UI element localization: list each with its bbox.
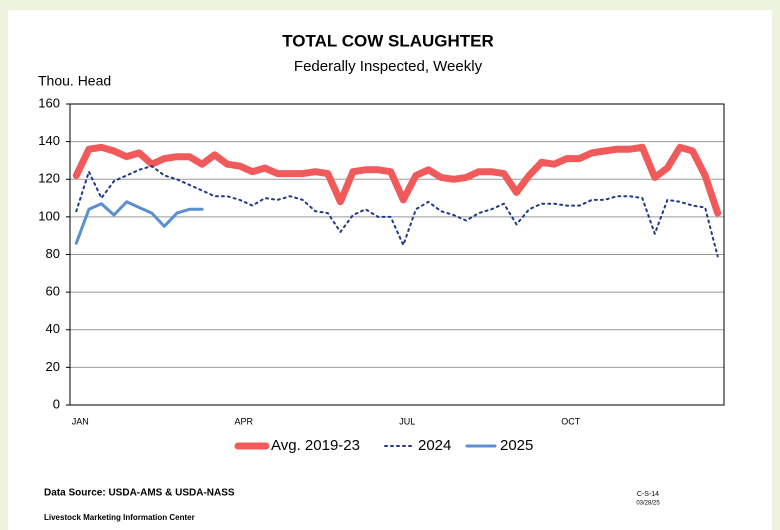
x-tick-label: JUL	[399, 416, 415, 426]
y-tick-label: 0	[53, 396, 60, 411]
y-tick-label: 80	[46, 246, 60, 261]
legend-label: Avg. 2019-23	[271, 437, 360, 454]
series-line	[74, 200, 204, 245]
chart-subtitle: Federally Inspected, Weekly	[294, 58, 483, 75]
legend-label: 2024	[418, 437, 451, 454]
x-tick-label: OCT	[561, 416, 581, 426]
org: Livestock Marketing Information Center	[44, 513, 195, 522]
code: C-S-14	[637, 491, 659, 498]
plot-frame	[69, 103, 725, 406]
panel	[8, 10, 772, 530]
series-line	[72, 143, 722, 217]
date: 03/28/25	[636, 501, 660, 507]
y-tick-label: 160	[38, 95, 60, 110]
series-line	[75, 165, 719, 258]
source: Data Source: USDA-AMS & USDA-NASS	[44, 488, 235, 499]
chart-title: TOTAL COW SLAUGHTER	[282, 31, 494, 50]
y-tick-label: 60	[46, 284, 60, 299]
y-tick-label: 140	[38, 133, 60, 148]
x-tick-label: JAN	[72, 416, 89, 426]
y-tick-label: 20	[46, 359, 60, 374]
y-tick-label: 120	[38, 171, 60, 186]
legend-label: 2025	[500, 437, 533, 454]
y-axis-label: Thou. Head	[38, 73, 111, 89]
y-tick-label: 100	[38, 208, 60, 223]
y-tick-label: 40	[46, 321, 60, 336]
x-tick-label: APR	[235, 416, 254, 426]
